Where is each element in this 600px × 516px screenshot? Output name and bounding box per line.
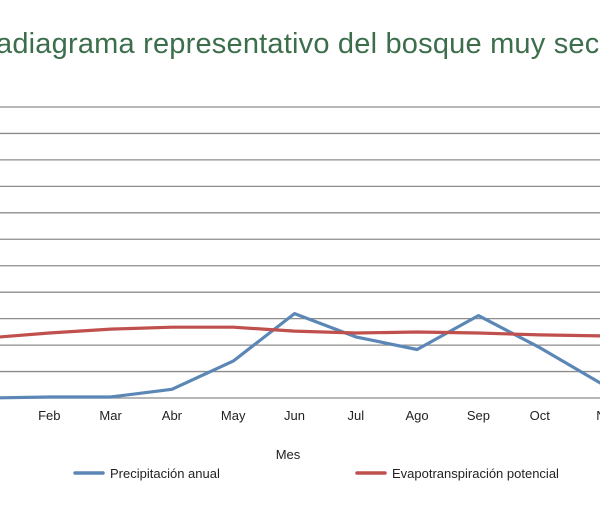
series-line-precipitacion <box>0 312 600 400</box>
x-tick-label: Jun <box>284 408 305 423</box>
x-tick-label: Oct <box>530 408 551 423</box>
x-tick-label: Sep <box>467 408 490 423</box>
x-tick-label: Abr <box>162 408 183 423</box>
x-tick-label: Mar <box>99 408 122 423</box>
legend: Precipitación anual Evapotranspiración po… <box>73 466 559 481</box>
x-tick-labels: Feb Mar Abr May Jun Jul Ago Sep Oct N <box>38 408 600 423</box>
x-tick-label: Jul <box>347 408 364 423</box>
x-tick-label: May <box>221 408 246 423</box>
series-line-evapotranspiracion <box>0 325 600 339</box>
x-tick-label: Feb <box>38 408 60 423</box>
legend-label: Evapotranspiración potencial <box>392 466 559 481</box>
x-axis-label: Mes <box>276 447 301 462</box>
series-lines <box>0 312 600 400</box>
x-tick-label: Ago <box>406 408 429 423</box>
x-tick-label: N <box>596 408 600 423</box>
gridlines <box>0 106 600 399</box>
legend-label: Precipitación anual <box>110 466 220 481</box>
chart-title: adiagrama representativo del bosque muy … <box>0 28 600 60</box>
